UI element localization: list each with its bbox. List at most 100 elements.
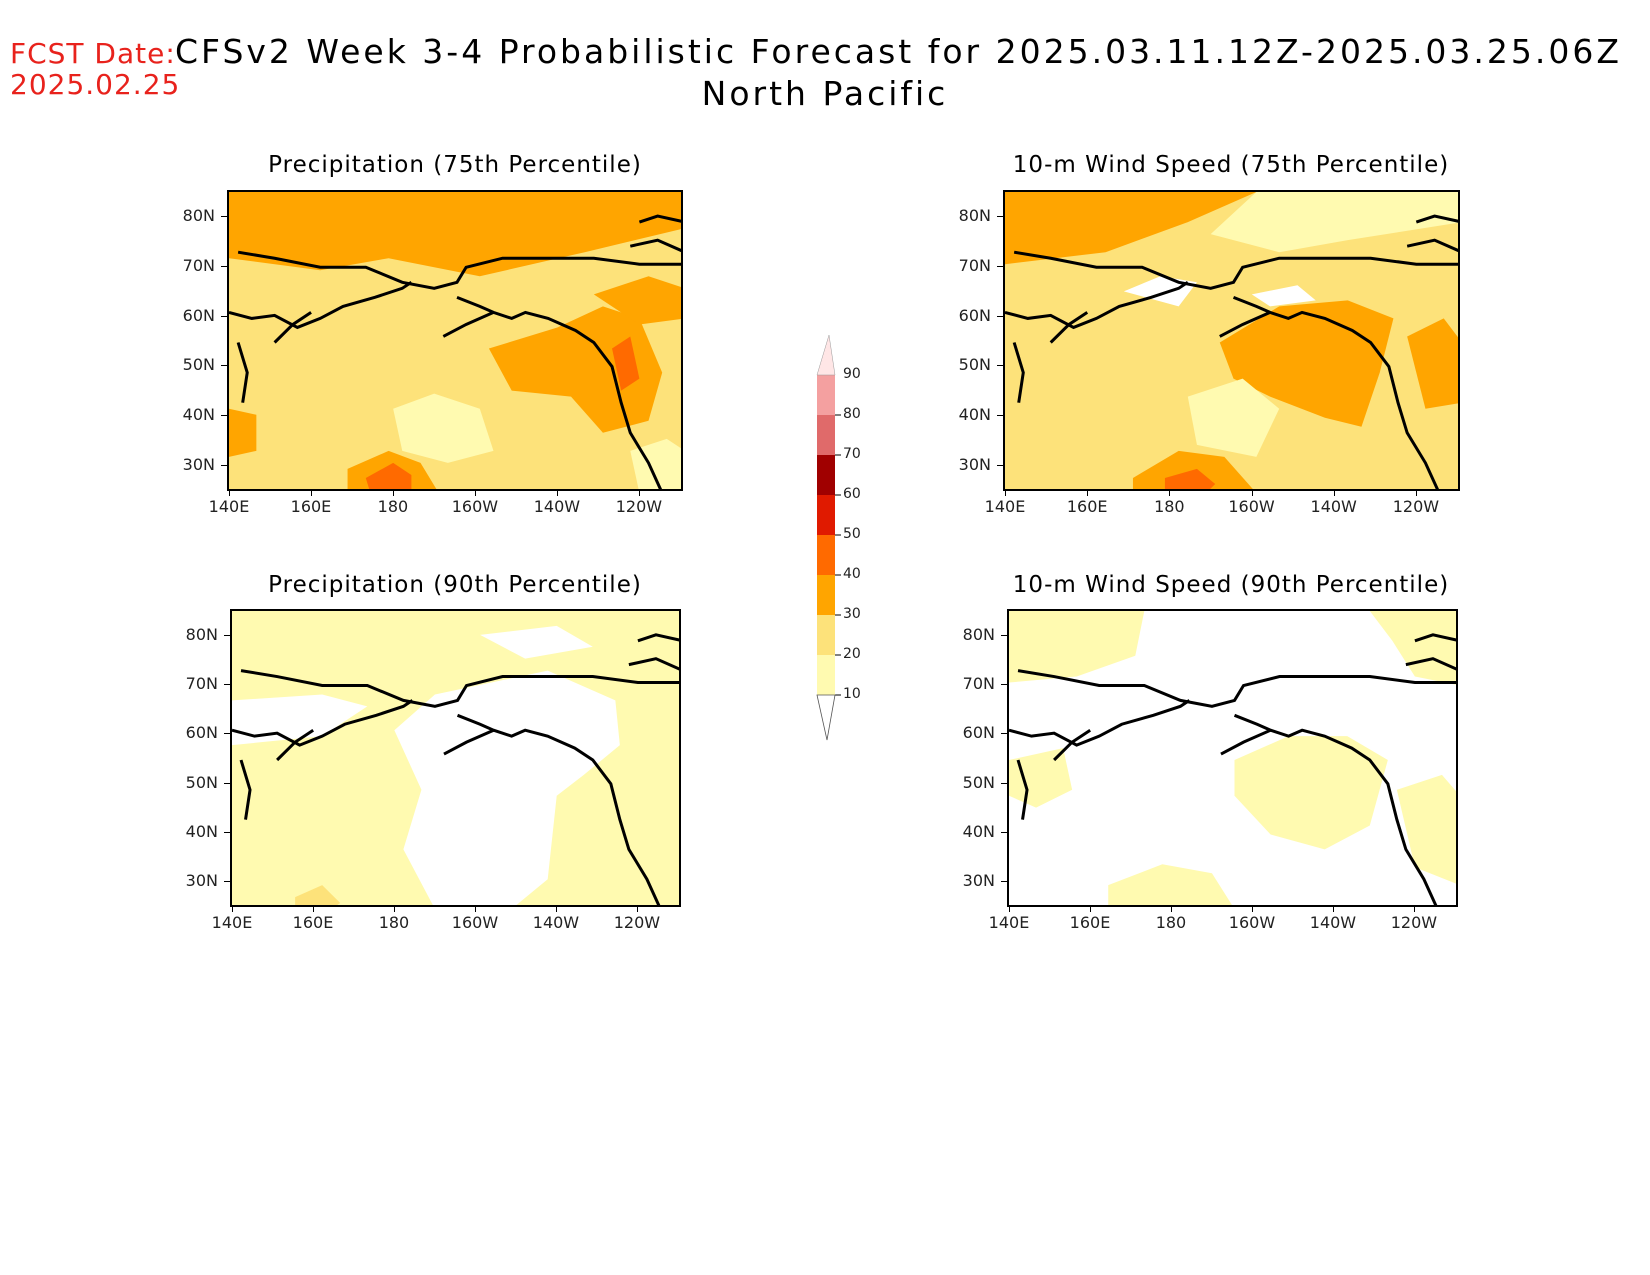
coastline bbox=[1416, 216, 1460, 222]
longitude-tick-label: 120W bbox=[1390, 913, 1438, 932]
longitude-tick bbox=[1089, 907, 1091, 912]
longitude-tick-label: 140W bbox=[1309, 913, 1357, 932]
longitude-tick bbox=[1005, 491, 1006, 496]
probability-region bbox=[1108, 864, 1232, 905]
longitude-tick bbox=[636, 907, 638, 912]
panel-title: 10-m Wind Speed (90th Percentile) bbox=[1012, 572, 1450, 598]
probability-region bbox=[1164, 468, 1216, 489]
longitude-tick-label: 180 bbox=[1154, 497, 1185, 516]
latitude-tick bbox=[997, 465, 1003, 466]
latitude-tick bbox=[997, 315, 1003, 317]
latitude-tick bbox=[224, 635, 230, 636]
latitude-tick bbox=[221, 315, 227, 317]
colorbar-swatch bbox=[817, 655, 835, 695]
longitude-tick bbox=[638, 491, 640, 496]
latitude-tick-label: 40N bbox=[962, 821, 995, 841]
coastline bbox=[444, 730, 494, 754]
latitude-tick bbox=[224, 881, 230, 882]
longitude-tick bbox=[474, 491, 476, 496]
colorbar-swatch bbox=[817, 415, 835, 455]
probability-region bbox=[1009, 611, 1145, 683]
latitude-tick-label: 60N bbox=[962, 723, 995, 743]
probability-region bbox=[295, 885, 341, 905]
probability-region bbox=[1396, 774, 1456, 884]
colorbar-level-label: 20 bbox=[843, 646, 861, 662]
longitude-tick-label: 180 bbox=[378, 913, 410, 932]
panel-title: Precipitation (75th Percentile) bbox=[268, 152, 642, 178]
colorbar-level-label: 40 bbox=[843, 566, 861, 582]
probability-region bbox=[229, 408, 257, 457]
latitude-tick-label: 50N bbox=[958, 355, 991, 375]
coastline bbox=[1014, 343, 1023, 403]
longitude-tick-label: 120W bbox=[613, 913, 661, 932]
latitude-tick-label: 60N bbox=[182, 305, 215, 325]
map-frame bbox=[1003, 190, 1460, 491]
latitude-tick bbox=[1001, 881, 1007, 882]
longitude-tick-label: 160E bbox=[1069, 913, 1111, 932]
coastline bbox=[629, 659, 681, 671]
map-shading bbox=[1005, 192, 1460, 491]
colorbar: 10 20 30 40 50 60 70 80 90 bbox=[815, 335, 861, 745]
coastline bbox=[1018, 760, 1027, 820]
latitude-tick-label: 40N bbox=[182, 405, 215, 425]
colorbar-swatch bbox=[817, 495, 835, 535]
coastline bbox=[1014, 252, 1460, 288]
longitude-tick bbox=[392, 491, 394, 496]
coastline bbox=[1234, 297, 1440, 491]
probability-region bbox=[593, 276, 681, 325]
coastline bbox=[1005, 282, 1188, 327]
longitude-tick-label: 160W bbox=[451, 497, 499, 516]
colorbar-end-cap bbox=[816, 694, 836, 741]
probability-region bbox=[1009, 748, 1073, 808]
colorbar-swatch bbox=[817, 575, 835, 615]
latitude-tick-label: 70N bbox=[185, 674, 218, 694]
probability-region bbox=[1219, 300, 1394, 427]
figure-subtitle: North Pacific bbox=[701, 74, 949, 113]
latitude-tick bbox=[1001, 782, 1007, 784]
longitude-tick bbox=[1413, 907, 1415, 912]
latitude-tick-label: 50N bbox=[182, 355, 215, 375]
latitude-tick-label: 40N bbox=[958, 405, 991, 425]
coastline bbox=[443, 312, 493, 336]
probability-region bbox=[394, 670, 620, 905]
coastline bbox=[275, 312, 311, 342]
latitude-tick bbox=[221, 415, 227, 417]
coastline bbox=[1009, 700, 1189, 745]
coastline bbox=[238, 252, 683, 288]
probability-region bbox=[1234, 736, 1388, 850]
longitude-tick bbox=[1170, 907, 1172, 912]
latitude-tick bbox=[224, 831, 230, 833]
map-shading bbox=[229, 192, 683, 489]
latitude-tick-label: 70N bbox=[182, 255, 215, 275]
colorbar-level-label: 30 bbox=[843, 606, 861, 622]
probability-region bbox=[1187, 378, 1280, 457]
longitude-tick bbox=[1087, 491, 1089, 496]
colorbar-end-cap bbox=[816, 335, 836, 376]
latitude-tick bbox=[997, 365, 1003, 367]
longitude-tick bbox=[474, 907, 476, 912]
latitude-tick-label: 30N bbox=[958, 455, 991, 474]
coastline bbox=[630, 240, 683, 252]
longitude-tick-label: 160E bbox=[1066, 497, 1108, 516]
coastline bbox=[241, 760, 250, 820]
coastline bbox=[1407, 240, 1460, 252]
longitude-tick-label: 180 bbox=[377, 497, 409, 516]
latitude-tick bbox=[224, 684, 230, 686]
colorbar-swatch bbox=[817, 535, 835, 575]
longitude-tick bbox=[310, 491, 312, 496]
coastline bbox=[229, 282, 411, 327]
coastline bbox=[1051, 312, 1088, 342]
longitude-tick-label: 120W bbox=[1392, 497, 1440, 516]
forecast-date-label: FCST Date: bbox=[10, 37, 176, 70]
coastline bbox=[1054, 730, 1090, 760]
forecast-date-value: 2025.02.25 bbox=[10, 68, 181, 101]
coastline bbox=[232, 700, 412, 745]
longitude-tick-label: 140W bbox=[532, 913, 580, 932]
coastline bbox=[638, 635, 681, 641]
latitude-tick-label: 40N bbox=[185, 821, 218, 841]
latitude-tick-label: 30N bbox=[182, 455, 215, 474]
latitude-tick-label: 70N bbox=[962, 674, 995, 694]
coastline bbox=[1221, 730, 1271, 754]
probability-region bbox=[365, 462, 412, 489]
longitude-tick bbox=[312, 907, 314, 912]
